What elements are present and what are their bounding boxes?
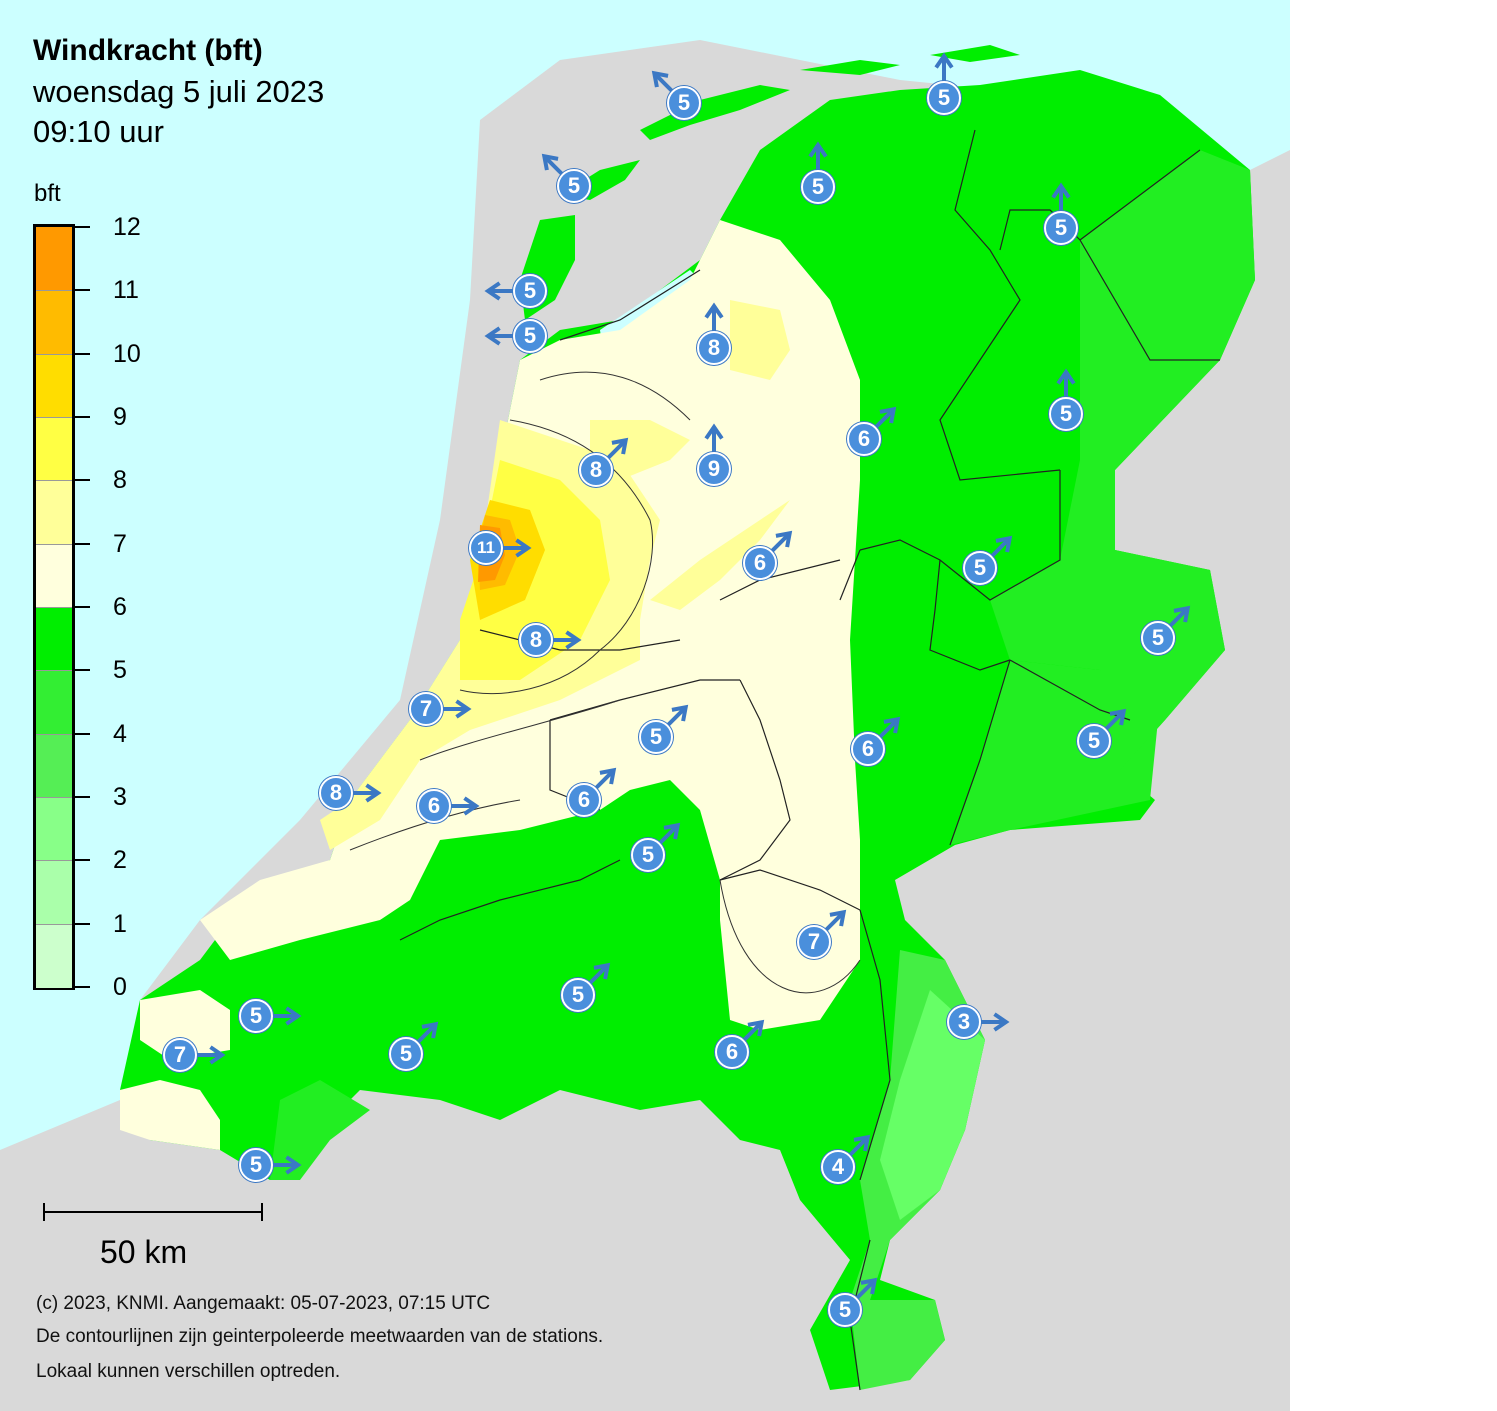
wind-force-badge: 3 [947,1005,981,1039]
wind-map: Windkracht (bft) woensdag 5 juli 2023 09… [0,0,1290,1411]
legend-tick [72,669,90,672]
legend-label: 11 [113,276,139,305]
sea [0,0,1290,1150]
zone-7-8-nh [730,300,790,380]
wind-force-badge: 5 [801,170,835,204]
island-terschelling [640,85,790,140]
legend-swatch [36,797,72,862]
credit-line: (c) 2023, KNMI. Aangemaakt: 05-07-2023, … [36,1293,491,1314]
wind-force-badge: 5 [963,551,997,585]
zone-6-7-sw [120,1080,220,1150]
legend-swatch [36,670,72,735]
legend-swatch [36,227,72,291]
contour-lines [349,371,861,994]
zone-7-8-flev [650,500,790,610]
wind-force-badge: 4 [821,1150,855,1184]
wind-force-badge: 5 [561,978,595,1012]
legend-label: 5 [113,656,127,685]
wind-force-badge: 5 [639,720,673,754]
wind-force-badge: 5 [513,274,547,308]
legend-label: 7 [113,529,127,558]
legend-label: 6 [113,593,127,621]
legend-swatch [36,923,72,988]
wind-force-badge: 5 [557,169,591,203]
zone-limburg-3 [880,990,985,1220]
legend-tick [72,732,90,735]
wind-force-badge: 5 [1077,724,1111,758]
legend-tick [72,922,90,925]
wind-force-badge: 5 [631,838,665,872]
legend-swatch [36,543,72,608]
wind-force-badge: 5 [239,1148,273,1182]
legend-label: 8 [113,466,127,495]
credit-disclaimer: Lokaal kunnen verschillen optreden. [36,1361,341,1382]
wind-force-badge: 5 [389,1037,423,1071]
wind-force-badge: 5 [927,81,961,115]
wind-force-badge: 8 [697,331,731,365]
wind-force-badge: 6 [851,732,885,766]
legend-swatch [36,353,72,418]
wind-force-badge: 7 [163,1038,197,1072]
wind-force-badge: 11 [469,531,503,565]
legend-tick [72,796,90,798]
wind-force-badge: 5 [1049,397,1083,431]
legend-swatch [36,417,72,482]
legend-label: 12 [113,213,141,241]
wind-force-badge: 5 [667,86,701,120]
legend-label: 2 [113,846,127,875]
legend-tick [72,986,90,988]
legend-tick [72,226,90,228]
legend-swatch [36,860,72,925]
legend-tick [72,416,90,418]
legend-label: 3 [113,783,127,811]
zone-east-4b [990,150,1255,770]
wind-force-badge: 5 [239,999,273,1033]
legend-swatch [36,290,72,355]
legend-label: 1 [113,909,127,938]
wind-force-badge: 7 [797,925,831,959]
scale-bar [43,1203,263,1221]
legend-color-bar [33,224,75,990]
legend-label: 4 [113,719,127,748]
wind-force-badge: 5 [1044,211,1078,245]
map-date: woensdag 5 juli 2023 [33,74,325,109]
legend-swatch [36,480,72,545]
legend-tick [72,479,90,482]
zone-7-8-nhwest [590,420,690,480]
wind-force-badge: 8 [519,623,553,657]
wind-arrows [180,52,1191,1312]
legend-tick [72,606,90,608]
legend-label: 10 [113,339,141,368]
legend-swatch [36,733,72,798]
wind-force-badge: 8 [579,453,613,487]
scale-label: 50 km [100,1234,188,1270]
wind-force-badge: 6 [417,789,451,823]
zone-zeeland-4 [270,1080,370,1180]
legend-label: 0 [113,973,127,1001]
wind-force-badge: 5 [513,319,547,353]
wind-force-badge: 5 [828,1293,862,1327]
legend-tick [72,859,90,862]
legend-tick [72,352,90,355]
wind-force-badge: 6 [567,783,601,817]
legend-tick [72,289,90,292]
wind-force-badge: 7 [409,692,443,726]
wind-force-badge: 8 [319,776,353,810]
island-ameland [800,60,900,75]
legend-label: 9 [113,403,127,431]
wind-force-badge: 6 [847,422,881,456]
legend-tick [72,542,90,545]
legend-swatch [36,607,72,672]
map-title: Windkracht (bft) [33,34,263,67]
island-schiermonnikoog [930,45,1020,62]
credit-note: De contourlijnen zijn geinterpoleerde me… [36,1326,604,1347]
zone-6-7-west [140,990,230,1060]
map-time: 09:10 uur [33,114,164,149]
province-borders [399,129,1220,1391]
wind-force-badge: 9 [697,452,731,486]
wind-force-badge: 6 [715,1035,749,1069]
wind-force-badge: 5 [1141,621,1175,655]
wind-force-badge: 6 [743,546,777,580]
legend-unit: bft [34,180,61,207]
